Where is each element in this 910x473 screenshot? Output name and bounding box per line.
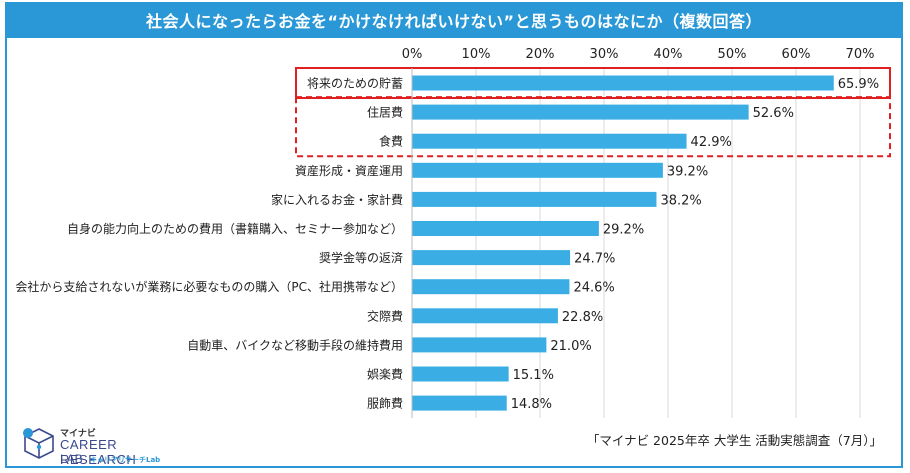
bar bbox=[412, 133, 687, 149]
bar bbox=[412, 162, 663, 178]
category-label: 食費 bbox=[379, 134, 403, 149]
category-label: 交際費 bbox=[367, 308, 403, 323]
value-label: 29.2% bbox=[603, 223, 644, 238]
bar bbox=[412, 250, 571, 266]
x-tick-label: 10% bbox=[462, 47, 491, 62]
value-label: 52.6% bbox=[753, 106, 794, 121]
value-label: 14.8% bbox=[511, 397, 552, 412]
value-label: 21.0% bbox=[550, 339, 591, 354]
category-label: 資産形成・資産運用 bbox=[295, 163, 403, 178]
bar bbox=[412, 279, 570, 295]
value-label: 22.8% bbox=[562, 310, 603, 325]
x-tick-label: 40% bbox=[654, 47, 683, 62]
category-label: 将来のための貯蓄 bbox=[307, 77, 403, 91]
highlight-box-solid bbox=[295, 67, 891, 99]
bar bbox=[412, 395, 507, 411]
value-label: 24.7% bbox=[574, 252, 615, 267]
x-tick-label: 20% bbox=[526, 47, 555, 62]
category-label: 会社から支給されないが業務に必要なものの購入（PC、社用携帯など） bbox=[15, 279, 403, 294]
logo-brand: マイナビ bbox=[60, 429, 96, 439]
value-label: 15.1% bbox=[513, 368, 554, 383]
logo-lab: LAB bbox=[60, 452, 83, 466]
category-label: 自動車、バイクなど移動手段の維持費用 bbox=[187, 337, 403, 352]
x-tick-label: 70% bbox=[846, 47, 875, 62]
logo-cube-icon bbox=[23, 428, 54, 459]
x-tick-label: 0% bbox=[402, 47, 423, 62]
value-label: 42.9% bbox=[691, 135, 732, 150]
category-label: 奨学金等の返済 bbox=[319, 250, 403, 265]
category-label: 服飾費 bbox=[367, 396, 403, 411]
source-note: 「マイナビ 2025年卒 大学生 活動実態調査（7月）」 bbox=[586, 433, 882, 448]
highlight-box-dashed bbox=[295, 96, 891, 158]
bar bbox=[412, 191, 657, 207]
category-label: 自身の能力向上のための費用（書籍購入、セミナー参加など） bbox=[67, 221, 403, 236]
category-label: 家に入れるお金・家計費 bbox=[271, 192, 403, 207]
value-label: 65.9% bbox=[838, 77, 879, 92]
bar bbox=[412, 366, 509, 382]
career-research-lab-logo: マイナビ CAREER RESEARCH LAB キャリアリサーチLab bbox=[20, 425, 190, 467]
value-label: 39.2% bbox=[667, 164, 708, 179]
logo-subtitle: キャリアリサーチLab bbox=[90, 456, 161, 464]
x-tick-label: 30% bbox=[590, 47, 619, 62]
bar bbox=[412, 104, 749, 120]
category-label: 娯楽費 bbox=[367, 367, 403, 382]
category-label: 住居費 bbox=[367, 105, 403, 120]
logo-name: CAREER RESEARCH bbox=[60, 437, 137, 467]
chart-title: 社会人になったらお金を“かけなければいけない”と思うものはなにか（複数回答） bbox=[5, 2, 903, 38]
bar bbox=[412, 221, 599, 236]
bar bbox=[412, 308, 558, 324]
x-tick-label: 60% bbox=[782, 47, 811, 62]
bar bbox=[412, 75, 834, 91]
value-label: 24.6% bbox=[573, 281, 614, 296]
x-tick-label: 50% bbox=[718, 47, 747, 62]
bar bbox=[412, 337, 547, 353]
value-label: 38.2% bbox=[660, 193, 701, 208]
